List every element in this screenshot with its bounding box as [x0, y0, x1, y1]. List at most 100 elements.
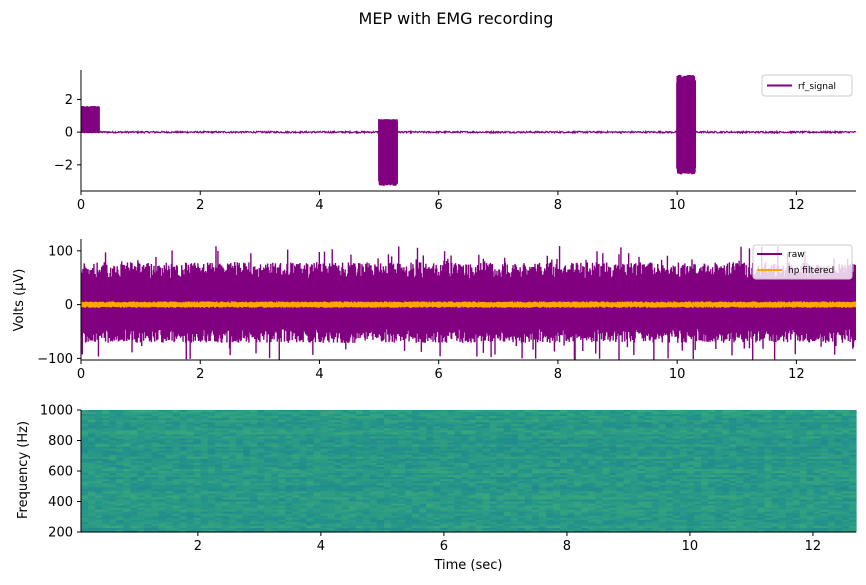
spectrogram-cell: [88, 444, 96, 448]
spectrogram-cell: [672, 487, 681, 490]
spectrogram-cell: [538, 466, 547, 470]
spectrogram-cell: [729, 458, 737, 462]
spectrogram-cell: [609, 454, 618, 458]
spectrogram-cell: [708, 448, 716, 452]
spectrogram-cell: [243, 414, 251, 417]
spectrogram-cell: [123, 497, 131, 501]
spectrogram-cell: [165, 477, 174, 480]
spectrogram-cell: [398, 462, 406, 466]
spectrogram-cell: [165, 444, 174, 448]
spectrogram-cell: [320, 471, 329, 474]
spectrogram-cell: [271, 414, 279, 417]
spectrogram-cell: [102, 434, 110, 438]
spectrogram-cell: [285, 464, 293, 468]
spectrogram-cell: [95, 450, 103, 454]
spectrogram-cell: [327, 428, 336, 431]
spectrogram-cell: [88, 462, 96, 466]
spectrogram-cell: [736, 460, 744, 464]
spectrogram-cell: [503, 489, 512, 492]
spectrogram-cell: [475, 422, 484, 425]
spectrogram-cell: [102, 446, 110, 450]
spectrogram-cell: [376, 438, 385, 442]
spectrogram-cell: [595, 497, 603, 501]
spectrogram-cell: [799, 485, 808, 488]
spectrogram-cell: [750, 462, 758, 466]
spectrogram-cell: [581, 426, 589, 429]
spectrogram-cell: [137, 487, 146, 490]
spectrogram-cell: [581, 446, 589, 450]
spectrogram-cell: [574, 477, 582, 480]
spectrogram-cell: [651, 456, 660, 460]
spectrogram-cell: [130, 460, 138, 464]
spectrogram-cell: [102, 418, 110, 421]
spectrogram-cell: [708, 428, 716, 431]
spectrogram-cell: [207, 477, 216, 480]
spectrogram-cell: [461, 430, 470, 433]
spectrogram-cell: [567, 418, 575, 421]
spectrogram-cell: [560, 495, 568, 499]
spectrogram-cell: [644, 446, 653, 450]
spectrogram-cell: [109, 458, 117, 462]
spectrogram-cell: [820, 444, 829, 448]
spectrogram-cell: [306, 442, 315, 446]
spectrogram-cell: [151, 424, 160, 427]
spectrogram-cell: [665, 452, 674, 456]
spectrogram-cell: [165, 412, 174, 415]
spectrogram-cell: [461, 410, 470, 413]
spectrogram-cell: [433, 475, 441, 478]
spectrogram-cell: [588, 426, 596, 429]
spectrogram-cell: [679, 475, 688, 478]
spectrogram-cell: [701, 434, 709, 438]
spectrogram-cell: [729, 414, 737, 417]
spectrogram-cell: [799, 412, 808, 415]
spectrogram-cell: [736, 450, 744, 454]
spectrogram-cell: [391, 458, 399, 462]
spectrogram-cell: [686, 485, 695, 488]
spectrogram-cell: [454, 462, 463, 466]
spectrogram-cell: [151, 497, 160, 501]
spectrogram-cell: [412, 420, 420, 423]
spectrogram-cell: [123, 456, 131, 460]
spectrogram-cell: [567, 446, 575, 450]
spectrogram-cell: [123, 418, 131, 421]
spectrogram-cell: [221, 438, 230, 442]
spectrogram-cell: [426, 460, 434, 464]
spectrogram-cell: [433, 420, 441, 423]
spectrogram-cell: [341, 483, 350, 486]
spectrogram-cell: [172, 471, 181, 474]
spectrogram-cell: [228, 450, 237, 454]
spectrogram-cell: [193, 462, 202, 466]
spectrogram-cell: [172, 462, 181, 466]
spectrogram-cell: [708, 462, 716, 466]
spectrogram-cell: [785, 475, 794, 478]
spectrogram-cell: [207, 485, 216, 488]
spectrogram-cell: [285, 426, 293, 429]
y-tick-label: 2: [65, 93, 73, 108]
spectrogram-cell: [827, 452, 836, 456]
spectrogram-cell: [602, 416, 611, 419]
spectrogram-cell: [306, 416, 315, 419]
spectrogram-cell: [383, 410, 392, 413]
spectrogram-cell: [461, 475, 470, 478]
spectrogram-cell: [81, 485, 89, 488]
spectrogram-cell: [848, 450, 857, 454]
spectrogram-cell: [503, 416, 512, 419]
spectrogram-cell: [306, 440, 315, 444]
spectrogram-cell: [236, 485, 244, 488]
spectrogram-cell: [172, 416, 181, 419]
spectrogram-cell: [496, 448, 505, 452]
spectrogram-cell: [355, 473, 364, 476]
spectrogram-cell: [292, 464, 301, 468]
spectrogram-cell: [560, 416, 568, 419]
spectrogram-cell: [531, 442, 540, 446]
spectrogram-cell: [750, 414, 758, 417]
spectrogram-cell: [651, 466, 660, 470]
spectrogram-cell: [630, 416, 639, 419]
spectrogram-cell: [447, 446, 456, 450]
spectrogram-cell: [510, 434, 519, 438]
spectrogram-cell: [609, 460, 618, 464]
spectrogram-cell: [102, 462, 110, 466]
spectrogram-cell: [419, 436, 427, 440]
spectrogram-cell: [609, 450, 618, 454]
spectrogram-cell: [517, 430, 526, 433]
